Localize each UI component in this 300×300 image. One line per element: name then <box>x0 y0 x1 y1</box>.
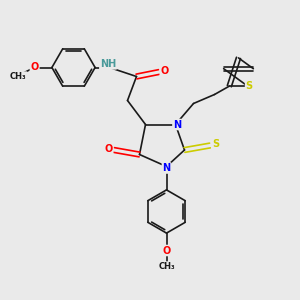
Text: O: O <box>160 65 169 76</box>
Text: CH₃: CH₃ <box>10 72 27 81</box>
Text: N: N <box>162 163 171 173</box>
Text: NH: NH <box>100 59 116 69</box>
Text: O: O <box>104 143 113 154</box>
Text: S: S <box>246 81 253 91</box>
Text: S: S <box>212 139 219 149</box>
Text: O: O <box>162 245 171 256</box>
Text: N: N <box>173 119 181 130</box>
Text: O: O <box>30 62 39 73</box>
Text: CH₃: CH₃ <box>158 262 175 271</box>
